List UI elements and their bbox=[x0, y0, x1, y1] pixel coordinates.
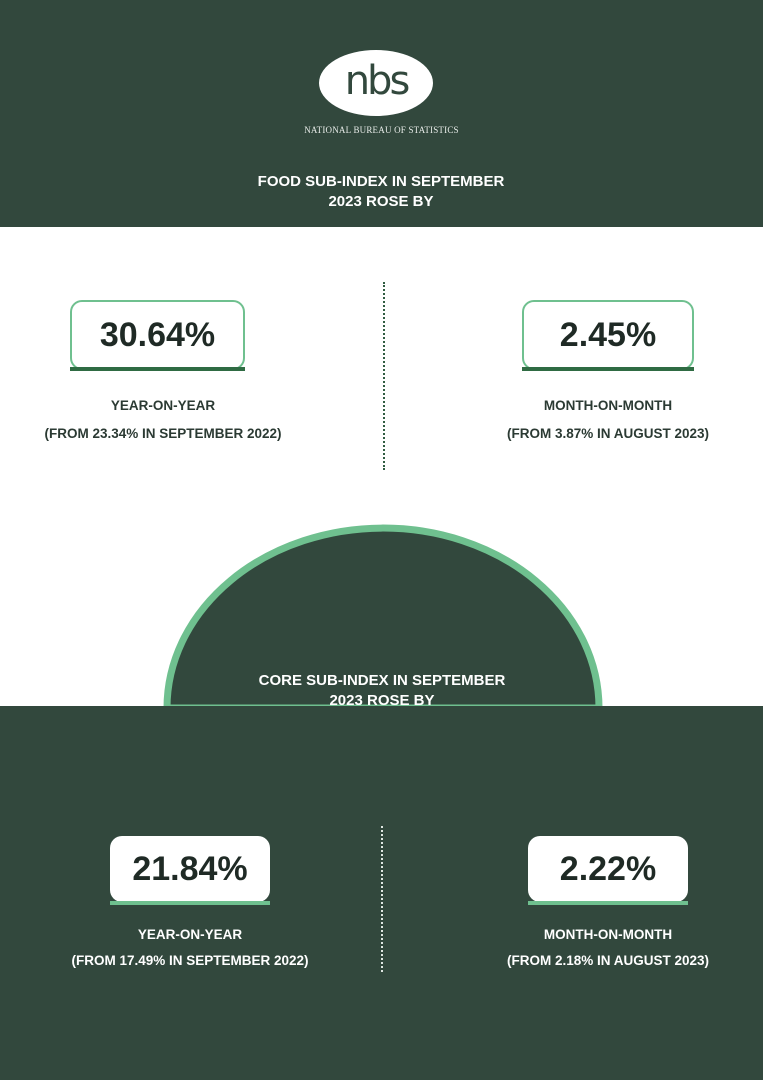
core-mom-underline bbox=[528, 901, 688, 905]
core-mom-badge: 2.22% bbox=[528, 836, 688, 902]
food-mom-underline bbox=[522, 367, 694, 371]
logo-wordmark: nbs bbox=[344, 58, 411, 104]
header-band: nbs NATIONAL BUREAU OF STATISTICS FOOD S… bbox=[0, 0, 763, 227]
core-arc bbox=[163, 524, 603, 712]
core-heading: CORE SUB-INDEX IN SEPTEMBER 2023 ROSE BY bbox=[182, 671, 582, 711]
food-mom-label: MONTH-ON-MONTH bbox=[543, 398, 673, 413]
food-yoy-underline bbox=[70, 367, 245, 371]
core-heading-line2: 2023 ROSE BY bbox=[329, 692, 435, 709]
core-yoy-underline bbox=[110, 901, 270, 905]
food-heading: FOOD SUB-INDEX IN SEPTEMBER 2023 ROSE BY bbox=[181, 172, 581, 212]
nbs-logo: nbs bbox=[319, 50, 433, 116]
arc-shape bbox=[163, 524, 603, 712]
core-divider bbox=[381, 826, 383, 972]
core-yoy-detail: (FROM 17.49% IN SEPTEMBER 2022) bbox=[71, 953, 309, 968]
food-yoy-detail: (FROM 23.34% IN SEPTEMBER 2022) bbox=[44, 426, 282, 441]
food-yoy-value: 30.64% bbox=[99, 315, 216, 354]
core-yoy-badge: 21.84% bbox=[110, 836, 270, 902]
core-yoy-label: YEAR-ON-YEAR bbox=[137, 927, 243, 942]
food-yoy-label: YEAR-ON-YEAR bbox=[110, 398, 216, 413]
food-heading-line2: 2023 ROSE BY bbox=[328, 193, 434, 210]
food-mom-detail: (FROM 3.87% IN AUGUST 2023) bbox=[506, 426, 710, 441]
food-yoy-badge: 30.64% bbox=[70, 300, 245, 370]
food-mom-value: 2.45% bbox=[559, 315, 657, 354]
logo-caption: NATIONAL BUREAU OF STATISTICS bbox=[304, 125, 459, 135]
core-heading-line1: CORE SUB-INDEX IN SEPTEMBER bbox=[258, 672, 506, 689]
food-mom-badge: 2.45% bbox=[522, 300, 694, 370]
core-yoy-value: 21.84% bbox=[132, 849, 248, 888]
food-heading-line1: FOOD SUB-INDEX IN SEPTEMBER bbox=[257, 173, 505, 190]
food-divider bbox=[383, 282, 385, 470]
core-mom-value: 2.22% bbox=[559, 849, 657, 888]
core-mom-detail: (FROM 2.18% IN AUGUST 2023) bbox=[506, 953, 710, 968]
core-mom-label: MONTH-ON-MONTH bbox=[543, 927, 673, 942]
